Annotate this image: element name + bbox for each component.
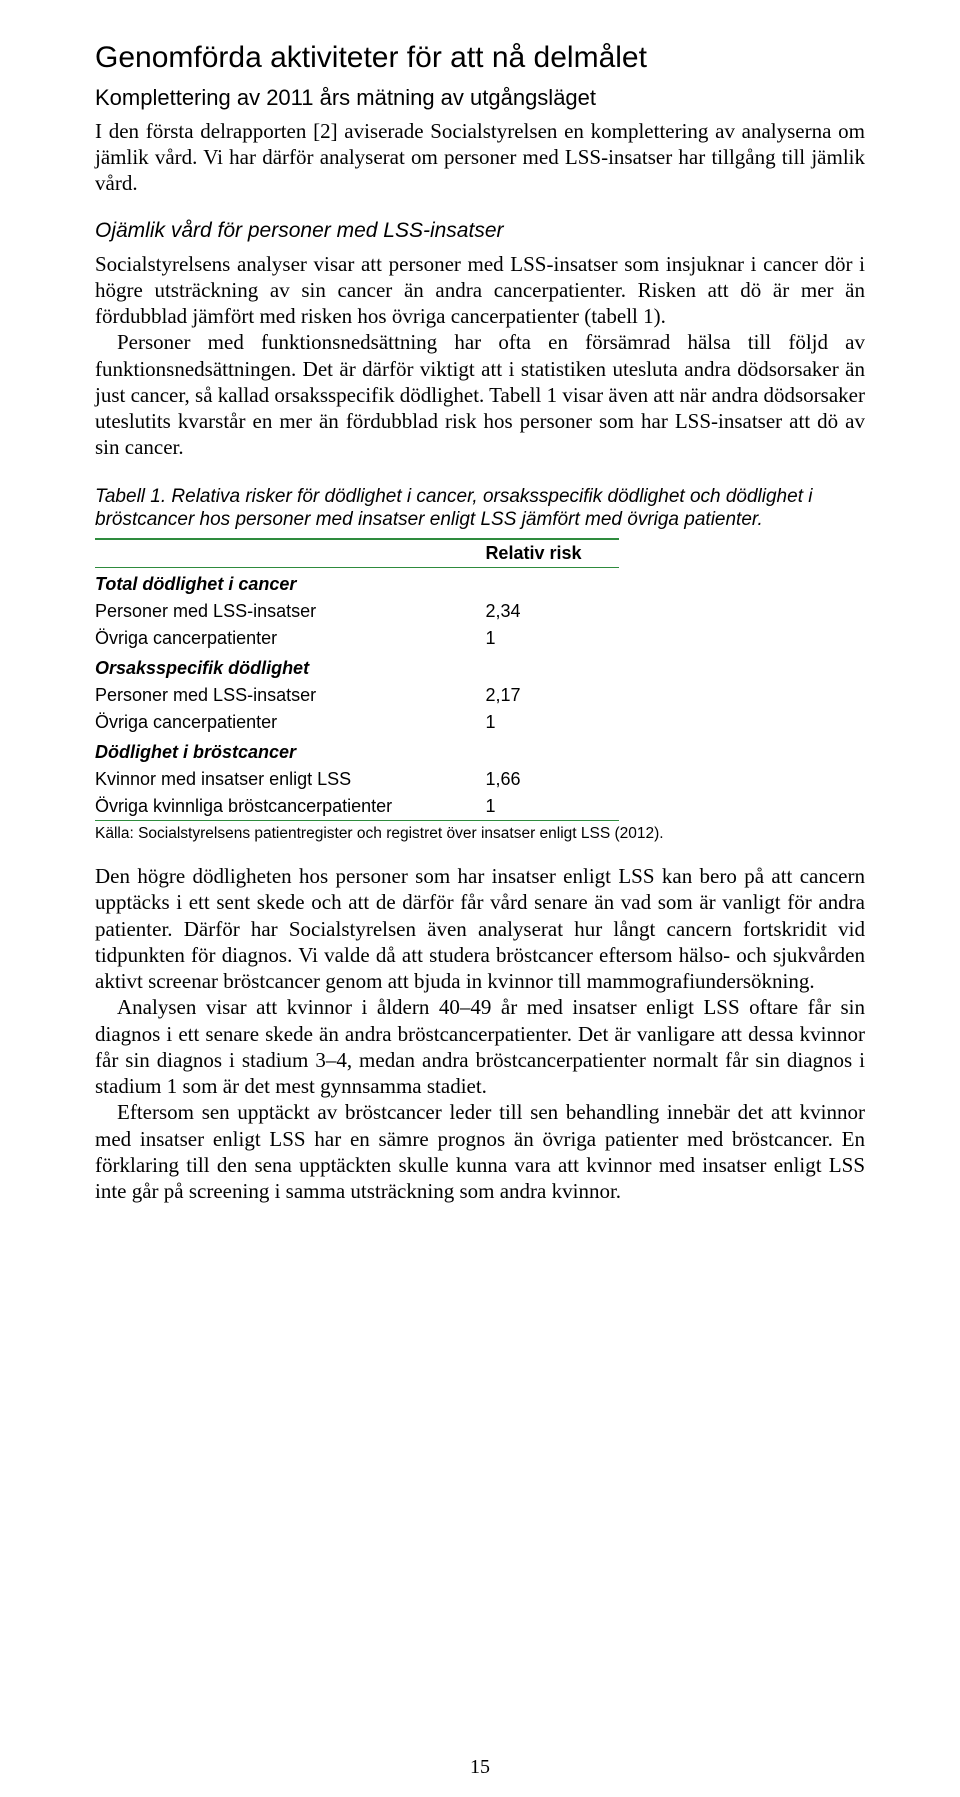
table-section-title: Orsaksspecifik dödlighet [95, 652, 619, 682]
heading-1: Genomförda aktiviteter för att nå delmål… [95, 40, 865, 76]
table-header-blank [95, 539, 485, 568]
table-cell-label: Övriga cancerpatienter [95, 625, 485, 652]
table-row: Kvinnor med insatser enligt LSS 1,66 [95, 766, 619, 793]
document-page: Genomförda aktiviteter för att nå delmål… [0, 0, 960, 1797]
table-header-row: Relativ risk [95, 539, 619, 568]
paragraph-5: Analysen visar att kvinnor i åldern 40–4… [95, 994, 865, 1099]
table-caption: Tabell 1. Relativa risker för dödlighet … [95, 485, 865, 533]
table-cell-label: Kvinnor med insatser enligt LSS [95, 766, 485, 793]
table-row: Övriga kvinnliga bröstcancerpatienter 1 [95, 793, 619, 821]
table-row: Övriga cancerpatienter 1 [95, 709, 619, 736]
table-section-row: Total dödlighet i cancer [95, 568, 619, 599]
table-cell-value: 1 [485, 709, 618, 736]
paragraph-1: I den första delrapporten [2] aviserade … [95, 118, 865, 197]
table-section-row: Dödlighet i bröstcancer [95, 736, 619, 766]
table-cell-label: Personer med LSS-insatser [95, 682, 485, 709]
table-cell-label: Övriga kvinnliga bröstcancerpatienter [95, 793, 485, 821]
paragraph-3: Personer med funktionsnedsättning har of… [95, 329, 865, 460]
table-cell-value: 1 [485, 793, 618, 821]
table-cell-value: 1,66 [485, 766, 618, 793]
table-cell-label: Övriga cancerpatienter [95, 709, 485, 736]
risk-table: Relativ risk Total dödlighet i cancer Pe… [95, 538, 619, 821]
table-section-title: Total dödlighet i cancer [95, 568, 619, 599]
paragraph-2: Socialstyrelsens analyser visar att pers… [95, 251, 865, 330]
page-number: 15 [0, 1756, 960, 1779]
table-section-row: Orsaksspecifik dödlighet [95, 652, 619, 682]
paragraph-4: Den högre dödligheten hos personer som h… [95, 863, 865, 994]
table-cell-value: 2,34 [485, 598, 618, 625]
heading-2: Komplettering av 2011 års mätning av utg… [95, 84, 865, 112]
heading-3: Ojämlik vård för personer med LSS-insats… [95, 218, 865, 244]
table-section-title: Dödlighet i bröstcancer [95, 736, 619, 766]
table-cell-value: 1 [485, 625, 618, 652]
table-row: Personer med LSS-insatser 2,34 [95, 598, 619, 625]
table-cell-value: 2,17 [485, 682, 618, 709]
table-row: Personer med LSS-insatser 2,17 [95, 682, 619, 709]
table-cell-label: Personer med LSS-insatser [95, 598, 485, 625]
table-row: Övriga cancerpatienter 1 [95, 625, 619, 652]
table-header-rr: Relativ risk [485, 539, 618, 568]
paragraph-6: Eftersom sen upptäckt av bröstcancer led… [95, 1099, 865, 1204]
table-source: Källa: Socialstyrelsens patientregister … [95, 825, 865, 843]
